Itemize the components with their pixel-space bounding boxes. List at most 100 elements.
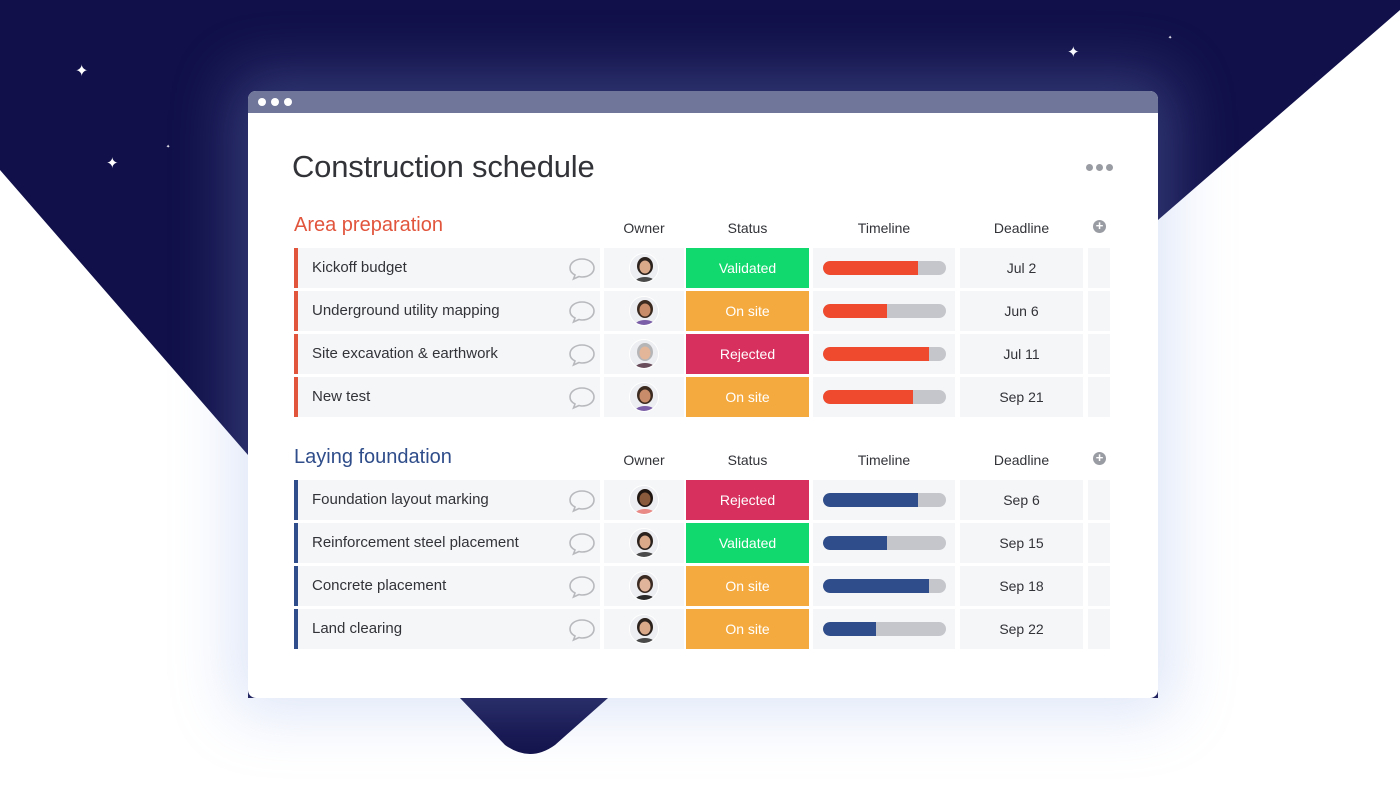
item-name-cell[interactable]: New test xyxy=(294,377,600,417)
status-badge[interactable]: Rejected xyxy=(686,480,809,520)
item-name-cell[interactable]: Reinforcement steel placement xyxy=(294,523,600,563)
item-name[interactable]: Concrete placement xyxy=(312,577,447,594)
timeline-bar[interactable] xyxy=(823,304,946,318)
speech-bubble-icon[interactable] xyxy=(568,532,596,556)
item-name-cell[interactable]: Site excavation & earthwork xyxy=(294,334,600,374)
empty-extra-cell[interactable] xyxy=(1088,609,1110,649)
empty-extra-cell[interactable] xyxy=(1088,291,1110,331)
speech-bubble-icon[interactable] xyxy=(568,618,596,642)
deadline-cell[interactable]: Jul 11 xyxy=(960,334,1083,374)
owner-cell[interactable] xyxy=(604,334,684,374)
owner-cell[interactable] xyxy=(604,480,684,520)
add-column-button[interactable]: + xyxy=(1093,451,1106,465)
status-badge[interactable]: On site xyxy=(686,609,809,649)
item-name-cell[interactable]: Concrete placement xyxy=(294,566,600,606)
status-badge[interactable]: Validated xyxy=(686,248,809,288)
timeline-bar[interactable] xyxy=(823,261,946,275)
avatar-woman-dark-hair[interactable] xyxy=(629,253,659,283)
timeline-cell[interactable] xyxy=(813,377,955,417)
empty-extra-cell[interactable] xyxy=(1088,480,1110,520)
status-badge[interactable]: On site xyxy=(686,566,809,606)
item-name-cell[interactable]: Land clearing xyxy=(294,609,600,649)
timeline-cell[interactable] xyxy=(813,248,955,288)
deadline-cell[interactable]: Sep 18 xyxy=(960,566,1083,606)
timeline-cell[interactable] xyxy=(813,566,955,606)
owner-cell[interactable] xyxy=(604,377,684,417)
avatar-man-short-hair[interactable] xyxy=(629,485,659,515)
table-row[interactable]: Reinforcement steel placement Validated … xyxy=(294,523,1114,563)
item-name-cell[interactable]: Kickoff budget xyxy=(294,248,600,288)
timeline-bar[interactable] xyxy=(823,579,946,593)
deadline-cell[interactable]: Jul 2 xyxy=(960,248,1083,288)
window-dot-icon[interactable] xyxy=(258,98,266,106)
owner-cell[interactable] xyxy=(604,291,684,331)
speech-bubble-icon[interactable] xyxy=(568,575,596,599)
group-header: Area preparation Owner Status Timeline D… xyxy=(294,214,1114,248)
timeline-bar[interactable] xyxy=(823,536,946,550)
table-row[interactable]: Kickoff budget Validated Jul 2 xyxy=(294,248,1114,288)
group-title[interactable]: Laying foundation xyxy=(294,446,452,468)
empty-extra-cell[interactable] xyxy=(1088,334,1110,374)
table-row[interactable]: New test On site Sep 21 xyxy=(294,377,1114,417)
deadline-cell[interactable]: Sep 15 xyxy=(960,523,1083,563)
avatar-man-smiling[interactable] xyxy=(629,382,659,412)
empty-extra-cell[interactable] xyxy=(1088,248,1110,288)
deadline-cell[interactable]: Sep 22 xyxy=(960,609,1083,649)
speech-bubble-icon[interactable] xyxy=(568,386,596,410)
table-row[interactable]: Concrete placement On site Sep 18 xyxy=(294,566,1114,606)
timeline-bar[interactable] xyxy=(823,493,946,507)
avatar-man-smiling[interactable] xyxy=(629,296,659,326)
plus-circle-icon: + xyxy=(1095,218,1104,233)
deadline-cell[interactable]: Sep 21 xyxy=(960,377,1083,417)
status-badge[interactable]: On site xyxy=(686,291,809,331)
more-options-button[interactable] xyxy=(1086,164,1113,171)
timeline-cell[interactable] xyxy=(813,609,955,649)
empty-extra-cell[interactable] xyxy=(1088,566,1110,606)
timeline-bar[interactable] xyxy=(823,622,946,636)
item-name[interactable]: Underground utility mapping xyxy=(312,302,500,319)
speech-bubble-icon[interactable] xyxy=(568,300,596,324)
window-dot-icon[interactable] xyxy=(271,98,279,106)
star-icon: ✦ xyxy=(1168,35,1173,41)
empty-extra-cell[interactable] xyxy=(1088,377,1110,417)
table-row[interactable]: Site excavation & earthwork Rejected Jul… xyxy=(294,334,1114,374)
table-row[interactable]: Underground utility mapping On site Jun … xyxy=(294,291,1114,331)
table-row[interactable]: Foundation layout marking Rejected Sep 6 xyxy=(294,480,1114,520)
speech-bubble-icon[interactable] xyxy=(568,489,596,513)
timeline-bar[interactable] xyxy=(823,390,946,404)
group-title[interactable]: Area preparation xyxy=(294,214,443,236)
avatar-woman-brown-hair[interactable] xyxy=(629,571,659,601)
speech-bubble-icon[interactable] xyxy=(568,343,596,367)
column-header-owner: Owner xyxy=(623,452,665,468)
item-name[interactable]: Land clearing xyxy=(312,620,403,637)
window-dot-icon[interactable] xyxy=(284,98,292,106)
status-badge[interactable]: Validated xyxy=(686,523,809,563)
deadline-cell[interactable]: Jun 6 xyxy=(960,291,1083,331)
item-name[interactable]: New test xyxy=(312,388,371,405)
empty-extra-cell[interactable] xyxy=(1088,523,1110,563)
status-badge[interactable]: On site xyxy=(686,377,809,417)
deadline-cell[interactable]: Sep 6 xyxy=(960,480,1083,520)
timeline-cell[interactable] xyxy=(813,480,955,520)
item-name-cell[interactable]: Underground utility mapping xyxy=(294,291,600,331)
avatar-woman-dark-hair[interactable] xyxy=(629,528,659,558)
item-name[interactable]: Reinforcement steel placement xyxy=(312,534,519,551)
status-badge[interactable]: Rejected xyxy=(686,334,809,374)
timeline-bar[interactable] xyxy=(823,347,946,361)
owner-cell[interactable] xyxy=(604,523,684,563)
owner-cell[interactable] xyxy=(604,609,684,649)
speech-bubble-icon[interactable] xyxy=(568,257,596,281)
item-name-cell[interactable]: Foundation layout marking xyxy=(294,480,600,520)
timeline-cell[interactable] xyxy=(813,523,955,563)
owner-cell[interactable] xyxy=(604,566,684,606)
avatar-woman-dark-hair[interactable] xyxy=(629,614,659,644)
avatar-man-bald[interactable] xyxy=(629,339,659,369)
table-row[interactable]: Land clearing On site Sep 22 xyxy=(294,609,1114,649)
timeline-cell[interactable] xyxy=(813,291,955,331)
owner-cell[interactable] xyxy=(604,248,684,288)
timeline-cell[interactable] xyxy=(813,334,955,374)
item-name[interactable]: Kickoff budget xyxy=(312,259,407,276)
add-column-button[interactable]: + xyxy=(1093,218,1106,233)
item-name[interactable]: Site excavation & earthwork xyxy=(312,345,498,362)
item-name[interactable]: Foundation layout marking xyxy=(312,491,489,508)
